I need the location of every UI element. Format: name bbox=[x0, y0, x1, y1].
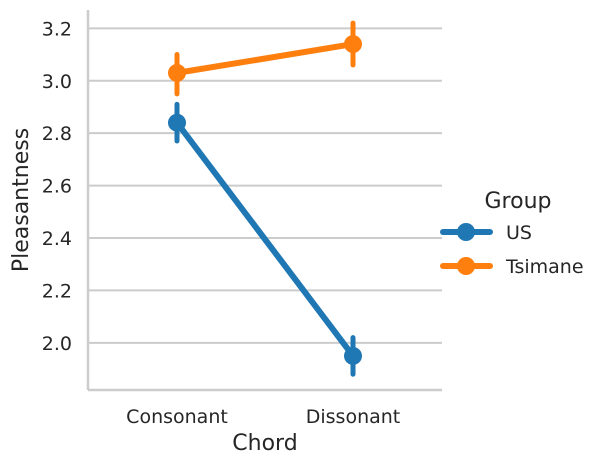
legend-label: US bbox=[506, 222, 532, 244]
axes bbox=[86, 10, 442, 392]
legend-title: Group bbox=[485, 189, 552, 214]
data-point bbox=[344, 346, 362, 365]
y-tick-label: 2.6 bbox=[42, 176, 72, 198]
grid-lines bbox=[88, 27, 442, 344]
data-point bbox=[344, 35, 362, 54]
data-point bbox=[168, 63, 186, 82]
y-tick-label: 2.4 bbox=[42, 228, 72, 250]
y-tick-label: 3.0 bbox=[42, 71, 72, 93]
legend-swatch-marker bbox=[457, 223, 475, 241]
series-tsimane bbox=[168, 20, 362, 97]
legend-label: Tsimane bbox=[505, 256, 584, 278]
y-axis-label: Pleasantness bbox=[9, 128, 34, 272]
x-tick-label: Dissonant bbox=[306, 406, 401, 428]
tick-labels: 2.0 2.2 2.4 2.6 2.8 3.0 3.2 Consonant Dissonant bbox=[42, 18, 400, 428]
y-tick-label: 2.0 bbox=[42, 333, 72, 355]
x-axis-label: Chord bbox=[232, 431, 297, 456]
y-tick-label: 3.2 bbox=[42, 18, 72, 40]
legend-swatch-marker bbox=[457, 257, 475, 275]
x-tick-label: Consonant bbox=[126, 406, 228, 428]
y-tick-label: 2.2 bbox=[42, 280, 72, 302]
series-us bbox=[168, 101, 362, 377]
legend: Group US Tsimane bbox=[440, 189, 584, 278]
series-line bbox=[174, 41, 356, 76]
series-line bbox=[174, 119, 356, 359]
data-series bbox=[168, 20, 362, 377]
y-tick-label: 2.8 bbox=[42, 123, 72, 145]
data-point bbox=[168, 113, 186, 132]
